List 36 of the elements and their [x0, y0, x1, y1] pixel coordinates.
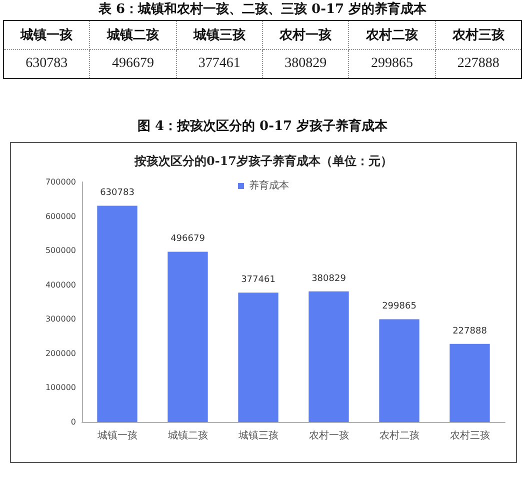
y-tick-label: 0: [70, 418, 76, 426]
x-tick-label: 城镇二孩: [166, 430, 208, 442]
category-label: 城镇三孩: [193, 28, 246, 43]
y-tick-label: 100000: [45, 383, 76, 392]
category-label: 城镇一孩: [20, 28, 73, 43]
text: 496679: [112, 56, 154, 71]
category-label: 农村三孩: [452, 28, 504, 43]
data-label: 380829: [312, 274, 346, 284]
data-label: 496679: [170, 234, 206, 244]
x-tick-label: 农村二孩: [379, 430, 420, 442]
y-tick-label: 600000: [45, 212, 76, 221]
text: 227888: [457, 56, 500, 71]
y-tick-label: 400000: [45, 280, 76, 290]
caption: 图 4：按孩次区分的 0-17 岁孩子养育成本: [136, 118, 389, 136]
category-label: 城镇二孩: [106, 28, 159, 43]
category-label: 农村一孩: [280, 28, 332, 43]
x-tick-label: 城镇三孩: [237, 430, 278, 442]
x-tick-label: 城镇一孩: [96, 430, 138, 442]
data-label: 227888: [452, 326, 488, 336]
data-label: 630783: [100, 188, 134, 198]
x-tick-label: 农村一孩: [308, 430, 349, 442]
data-label: 377461: [241, 275, 276, 286]
y-tick-label: 500000: [45, 246, 76, 256]
y-tick-label: 200000: [45, 348, 76, 358]
data-label: 299865: [382, 302, 416, 312]
y-tick-label: 700000: [45, 178, 76, 186]
y-tick-label: 300000: [45, 314, 76, 324]
text: 299865: [370, 56, 413, 71]
legend-label: 养育成本: [249, 180, 289, 192]
text: 377461: [198, 56, 240, 71]
chart-title: 按孩次区分的0-17岁孩子养育成本（单位：元）: [133, 154, 393, 168]
text: 表 6：城镇和农村一孩、二孩、三孩 0-17 岁的养育成本: [97, 1, 428, 19]
x-tick-label: 农村三孩: [450, 430, 490, 442]
text: 380829: [284, 56, 327, 71]
category-label: 农村二孩: [366, 28, 418, 43]
text: 630783: [26, 56, 68, 71]
